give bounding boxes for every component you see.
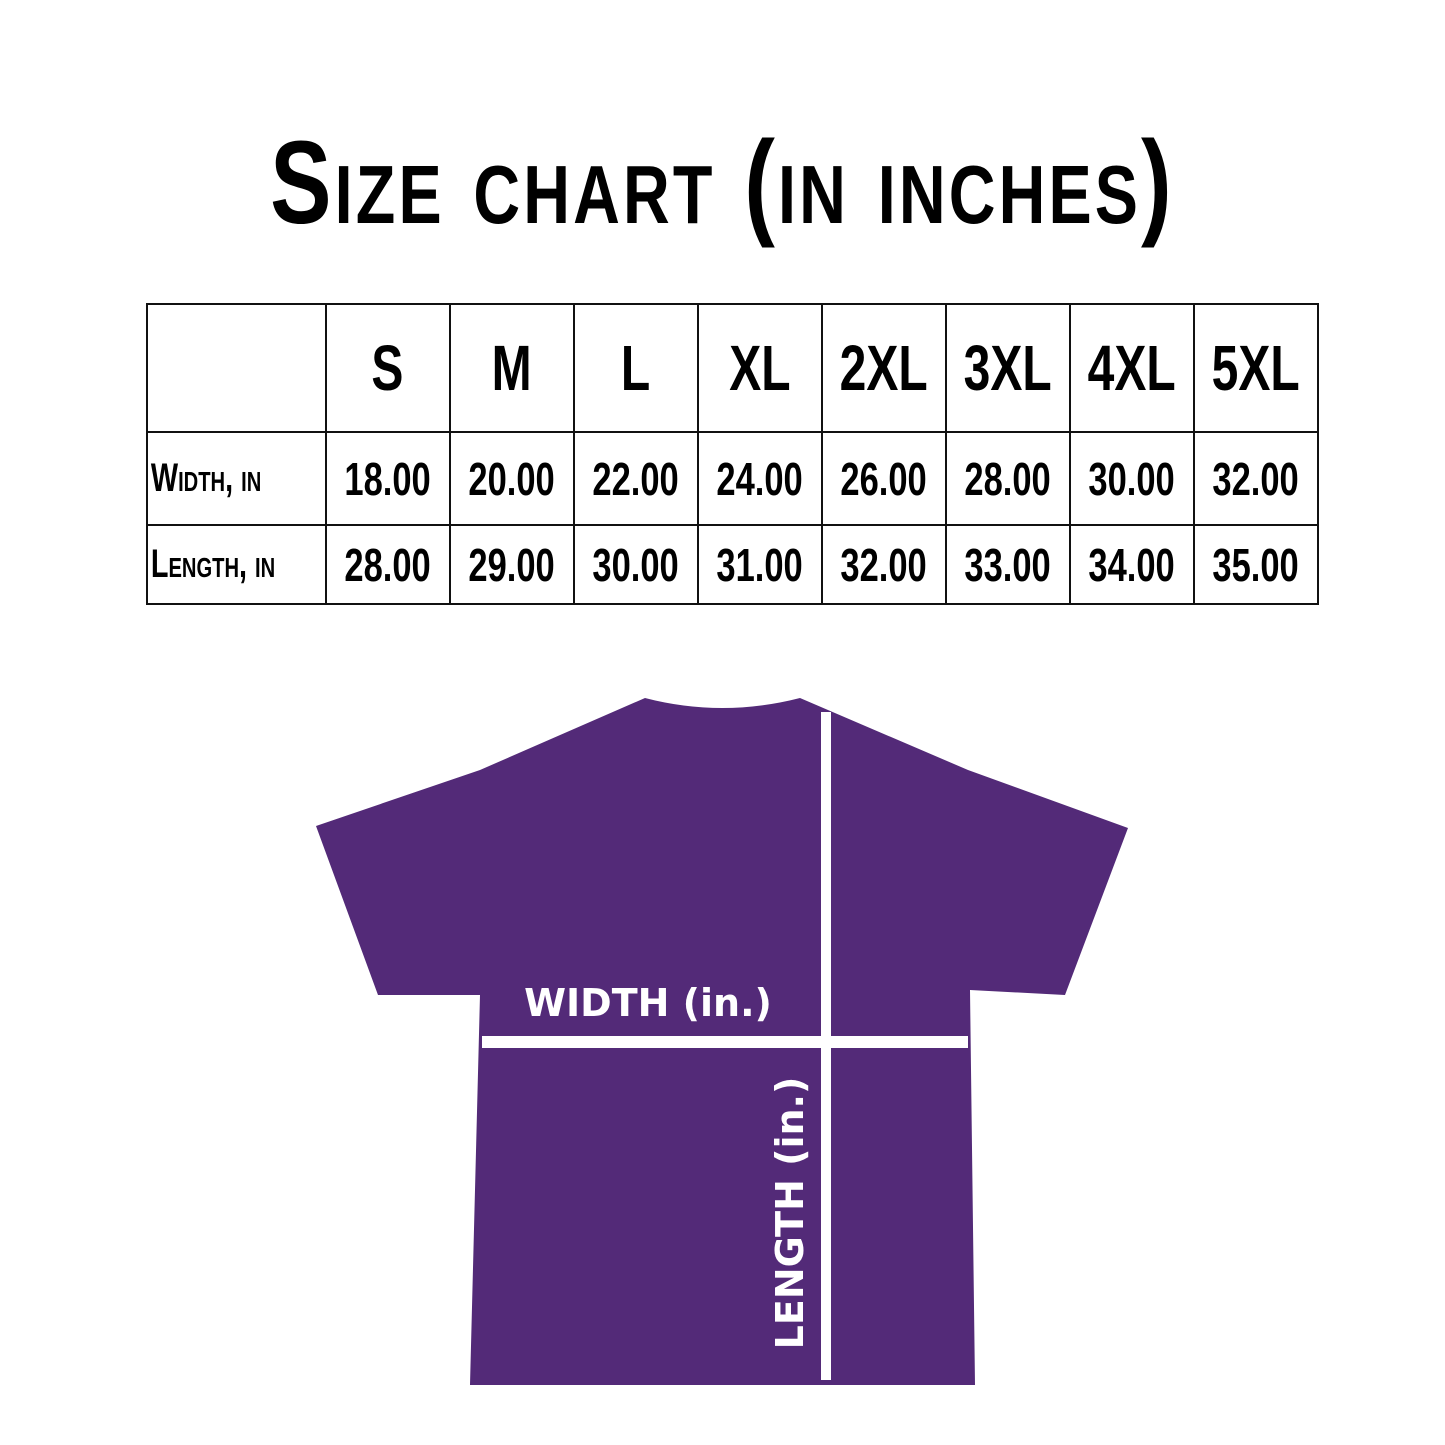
cell-value: 28.00 xyxy=(344,538,431,591)
length-row: Length, in 28.00 29.00 30.00 31.00 32.00… xyxy=(146,524,1319,605)
table-cell: 28.00 xyxy=(324,524,451,605)
table-cell: 31.00 xyxy=(696,524,823,605)
size-header: XL xyxy=(696,303,823,433)
size-table: S M L XL 2XL 3XL 4XL 5XL Width, in 18.00… xyxy=(146,303,1319,605)
table-cell: 33.00 xyxy=(944,524,1071,605)
cell-value: 24.00 xyxy=(716,452,803,505)
size-label: 3XL xyxy=(963,332,1052,404)
empty-header-cell xyxy=(146,303,327,433)
cell-value: 26.00 xyxy=(840,452,927,505)
size-label: S xyxy=(371,332,404,404)
size-label: XL xyxy=(729,332,791,404)
table-cell: 30.00 xyxy=(1068,431,1195,526)
row-label: Width, in xyxy=(146,431,327,526)
size-label: 2XL xyxy=(839,332,928,404)
cell-value: 18.00 xyxy=(344,452,431,505)
table-cell: 18.00 xyxy=(324,431,451,526)
cell-value: 32.00 xyxy=(840,538,927,591)
cell-value: 29.00 xyxy=(468,538,555,591)
row-label-text: Width, in xyxy=(150,456,262,500)
size-header: 5XL xyxy=(1192,303,1319,433)
width-row: Width, in 18.00 20.00 22.00 24.00 26.00 … xyxy=(146,431,1319,526)
length-label: LENGTH (in.) xyxy=(768,1077,812,1350)
table-cell: 30.00 xyxy=(572,524,699,605)
size-header: 3XL xyxy=(944,303,1071,433)
table-cell: 24.00 xyxy=(696,431,823,526)
cell-value: 20.00 xyxy=(468,452,555,505)
cell-value: 34.00 xyxy=(1088,538,1175,591)
table-cell: 35.00 xyxy=(1192,524,1319,605)
table-cell: 28.00 xyxy=(944,431,1071,526)
table-cell: 29.00 xyxy=(448,524,575,605)
cell-value: 22.00 xyxy=(592,452,679,505)
size-label: 5XL xyxy=(1211,332,1300,404)
size-header: M xyxy=(448,303,575,433)
cell-value: 30.00 xyxy=(1088,452,1175,505)
row-label: Length, in xyxy=(146,524,327,605)
size-header: 2XL xyxy=(820,303,947,433)
width-measure-line xyxy=(482,1036,968,1048)
table-cell: 26.00 xyxy=(820,431,947,526)
table-cell: 32.00 xyxy=(820,524,947,605)
size-header: L xyxy=(572,303,699,433)
size-label: M xyxy=(491,332,532,404)
size-label: L xyxy=(621,332,651,404)
size-label: 4XL xyxy=(1087,332,1176,404)
size-header: S xyxy=(324,303,451,433)
cell-value: 32.00 xyxy=(1212,452,1299,505)
table-cell: 20.00 xyxy=(448,431,575,526)
size-header: 4XL xyxy=(1068,303,1195,433)
row-label-text: Length, in xyxy=(150,542,276,586)
page-title: Size chart (in inches) xyxy=(270,117,1175,249)
cell-value: 30.00 xyxy=(592,538,679,591)
cell-value: 35.00 xyxy=(1212,538,1299,591)
cell-value: 31.00 xyxy=(716,538,803,591)
header-row: S M L XL 2XL 3XL 4XL 5XL xyxy=(146,303,1319,433)
table-cell: 34.00 xyxy=(1068,524,1195,605)
cell-value: 28.00 xyxy=(964,452,1051,505)
cell-value: 33.00 xyxy=(964,538,1051,591)
table-cell: 22.00 xyxy=(572,431,699,526)
table-cell: 32.00 xyxy=(1192,431,1319,526)
width-label: WIDTH (in.) xyxy=(524,981,772,1025)
